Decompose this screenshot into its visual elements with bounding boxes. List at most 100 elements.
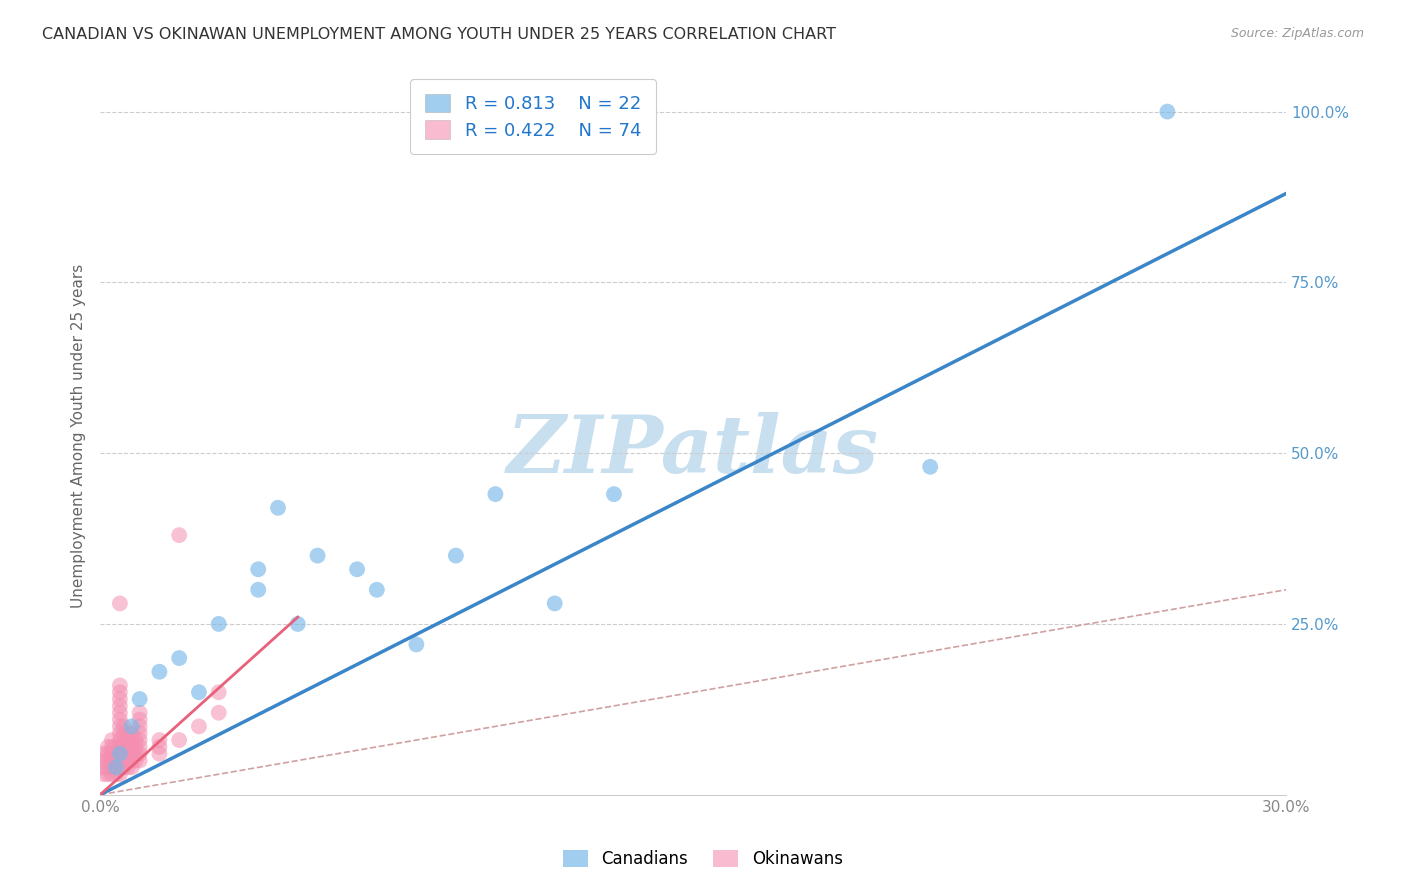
- Point: [112, 747, 135, 761]
- Point: [93, 747, 115, 761]
- Point: [121, 747, 143, 761]
- Point: [101, 754, 124, 768]
- Point: [125, 739, 148, 754]
- Point: [444, 549, 467, 563]
- Point: [117, 754, 139, 768]
- Point: [112, 726, 135, 740]
- Point: [108, 767, 131, 781]
- Point: [128, 747, 150, 761]
- Point: [148, 733, 170, 747]
- Point: [104, 760, 127, 774]
- Point: [1156, 104, 1178, 119]
- Point: [148, 665, 170, 679]
- Point: [208, 706, 231, 720]
- Point: [247, 562, 270, 576]
- Point: [267, 500, 290, 515]
- Point: [128, 754, 150, 768]
- Point: [101, 733, 124, 747]
- Text: Source: ZipAtlas.com: Source: ZipAtlas.com: [1230, 27, 1364, 40]
- Point: [108, 719, 131, 733]
- Point: [125, 733, 148, 747]
- Point: [108, 747, 131, 761]
- Point: [117, 739, 139, 754]
- Point: [484, 487, 506, 501]
- Point: [108, 726, 131, 740]
- Point: [108, 739, 131, 754]
- Point: [128, 719, 150, 733]
- Point: [121, 754, 143, 768]
- Point: [128, 692, 150, 706]
- Point: [125, 754, 148, 768]
- Point: [128, 713, 150, 727]
- Point: [101, 767, 124, 781]
- Point: [108, 706, 131, 720]
- Point: [247, 582, 270, 597]
- Point: [104, 767, 127, 781]
- Point: [101, 760, 124, 774]
- Point: [125, 747, 148, 761]
- Point: [287, 616, 309, 631]
- Point: [920, 459, 942, 474]
- Legend: Canadians, Okinawans: Canadians, Okinawans: [557, 843, 849, 875]
- Point: [208, 685, 231, 699]
- Point: [603, 487, 626, 501]
- Text: CANADIAN VS OKINAWAN UNEMPLOYMENT AMONG YOUTH UNDER 25 YEARS CORRELATION CHART: CANADIAN VS OKINAWAN UNEMPLOYMENT AMONG …: [42, 27, 837, 42]
- Point: [112, 733, 135, 747]
- Point: [93, 767, 115, 781]
- Point: [307, 549, 329, 563]
- Point: [108, 760, 131, 774]
- Point: [104, 739, 127, 754]
- Point: [128, 733, 150, 747]
- Point: [108, 678, 131, 692]
- Point: [117, 747, 139, 761]
- Point: [121, 733, 143, 747]
- Point: [346, 562, 368, 576]
- Point: [101, 747, 124, 761]
- Point: [97, 754, 120, 768]
- Point: [128, 726, 150, 740]
- Point: [112, 754, 135, 768]
- Point: [112, 719, 135, 733]
- Point: [108, 713, 131, 727]
- Point: [108, 747, 131, 761]
- Point: [117, 760, 139, 774]
- Point: [97, 767, 120, 781]
- Point: [104, 760, 127, 774]
- Point: [97, 747, 120, 761]
- Point: [128, 739, 150, 754]
- Point: [187, 719, 209, 733]
- Point: [93, 754, 115, 768]
- Point: [121, 739, 143, 754]
- Legend: R = 0.813    N = 22, R = 0.422    N = 74: R = 0.813 N = 22, R = 0.422 N = 74: [411, 79, 655, 154]
- Point: [366, 582, 388, 597]
- Point: [544, 596, 567, 610]
- Point: [112, 739, 135, 754]
- Point: [148, 747, 170, 761]
- Point: [104, 754, 127, 768]
- Point: [117, 726, 139, 740]
- Point: [167, 733, 190, 747]
- Point: [121, 760, 143, 774]
- Point: [108, 692, 131, 706]
- Point: [112, 760, 135, 774]
- Point: [121, 726, 143, 740]
- Point: [167, 528, 190, 542]
- Point: [108, 754, 131, 768]
- Point: [121, 719, 143, 733]
- Point: [117, 733, 139, 747]
- Point: [167, 651, 190, 665]
- Point: [108, 596, 131, 610]
- Y-axis label: Unemployment Among Youth under 25 years: Unemployment Among Youth under 25 years: [72, 264, 86, 608]
- Point: [97, 739, 120, 754]
- Point: [104, 747, 127, 761]
- Point: [187, 685, 209, 699]
- Point: [108, 685, 131, 699]
- Point: [208, 616, 231, 631]
- Point: [93, 760, 115, 774]
- Point: [97, 760, 120, 774]
- Point: [108, 733, 131, 747]
- Point: [108, 698, 131, 713]
- Point: [148, 739, 170, 754]
- Point: [128, 706, 150, 720]
- Point: [405, 637, 427, 651]
